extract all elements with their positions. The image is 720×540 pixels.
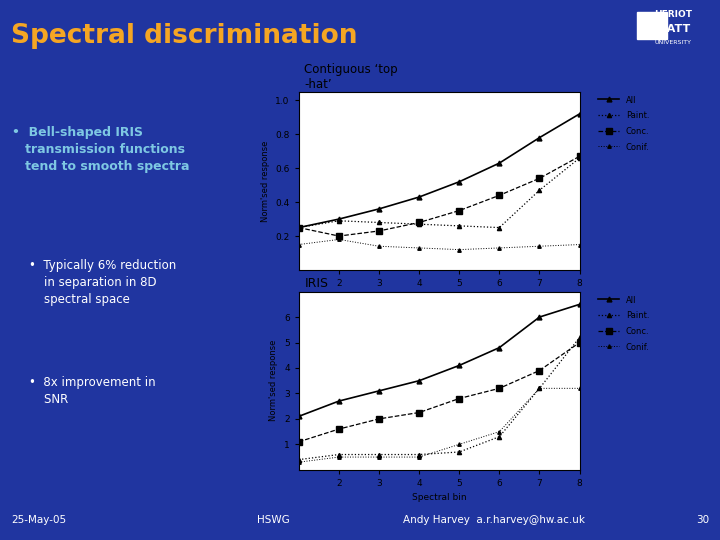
Paint. xyxy=(415,451,423,458)
Conc. xyxy=(335,233,343,239)
All xyxy=(495,345,504,351)
Text: •  Bell-shaped IRIS
   transmission functions
   tend to smooth spectra: • Bell-shaped IRIS transmission function… xyxy=(12,126,189,173)
All xyxy=(455,362,464,369)
Text: UNIVERSITY: UNIVERSITY xyxy=(655,40,692,45)
Conc. xyxy=(455,207,464,214)
Conc. xyxy=(335,426,343,433)
All xyxy=(415,377,423,384)
Conc. xyxy=(535,175,544,181)
Line: Conc.: Conc. xyxy=(296,153,582,239)
All xyxy=(455,179,464,185)
Paint. xyxy=(575,334,584,341)
Paint. xyxy=(495,224,504,231)
Line: Conc.: Conc. xyxy=(296,340,582,444)
Paint. xyxy=(294,224,303,231)
Conc. xyxy=(495,385,504,392)
Paint. xyxy=(535,385,544,392)
Conc. xyxy=(415,409,423,416)
All xyxy=(294,224,303,231)
Conc. xyxy=(294,224,303,231)
Line: All: All xyxy=(297,302,582,419)
X-axis label: Spectral bin: Spectral bin xyxy=(412,494,467,502)
Paint. xyxy=(294,456,303,463)
Y-axis label: Norm'sed response: Norm'sed response xyxy=(261,140,270,221)
Line: Conif.: Conif. xyxy=(297,238,581,252)
Text: Andy Harvey  a.r.harvey@hw.ac.uk: Andy Harvey a.r.harvey@hw.ac.uk xyxy=(403,515,585,525)
Conc. xyxy=(575,153,584,159)
Text: Spectral discrimination: Spectral discrimination xyxy=(12,23,358,49)
Line: Conif.: Conif. xyxy=(297,387,581,464)
Conc. xyxy=(294,438,303,445)
Conif. xyxy=(415,245,423,251)
Conif. xyxy=(535,385,544,392)
Conc. xyxy=(415,219,423,226)
Conif. xyxy=(294,459,303,465)
Paint. xyxy=(575,155,584,161)
Conif. xyxy=(455,441,464,448)
Conif. xyxy=(335,454,343,460)
Line: All: All xyxy=(297,111,582,230)
Conif. xyxy=(495,428,504,435)
All xyxy=(575,111,584,117)
Paint. xyxy=(374,451,383,458)
Y-axis label: Norm'sed response: Norm'sed response xyxy=(269,340,279,421)
Paint. xyxy=(335,218,343,224)
Text: HERIOT: HERIOT xyxy=(654,10,693,19)
Conc. xyxy=(374,416,383,422)
Conif. xyxy=(374,243,383,249)
All xyxy=(374,388,383,394)
Conif. xyxy=(335,236,343,242)
All xyxy=(415,194,423,200)
Paint. xyxy=(455,449,464,455)
Conc. xyxy=(455,395,464,402)
All xyxy=(335,216,343,222)
Text: •  Typically 6% reduction
    in separation in 8D
    spectral space: • Typically 6% reduction in separation i… xyxy=(29,259,176,306)
Text: HSWG: HSWG xyxy=(257,515,290,525)
Conif. xyxy=(374,454,383,460)
Text: •  8x improvement in
    SNR: • 8x improvement in SNR xyxy=(29,376,156,406)
Conif. xyxy=(575,385,584,392)
Legend: All, Paint., Conc., Conif.: All, Paint., Conc., Conif. xyxy=(595,92,653,155)
Paint. xyxy=(455,222,464,229)
X-axis label: Spectral bin: Spectral bin xyxy=(412,294,467,302)
Conif. xyxy=(455,246,464,253)
Line: Paint.: Paint. xyxy=(297,156,582,230)
Conif. xyxy=(535,243,544,249)
Text: 25-May-05: 25-May-05 xyxy=(11,515,66,525)
Paint. xyxy=(374,219,383,226)
Conc. xyxy=(374,228,383,234)
All xyxy=(495,160,504,166)
Conif. xyxy=(294,241,303,248)
Conc. xyxy=(575,339,584,346)
Legend: All, Paint., Conc., Conif.: All, Paint., Conc., Conif. xyxy=(595,292,653,355)
All xyxy=(535,134,544,141)
Bar xyxy=(637,12,667,39)
Paint. xyxy=(335,451,343,458)
Text: IRIS: IRIS xyxy=(305,278,328,291)
All xyxy=(335,398,343,404)
Conif. xyxy=(575,241,584,248)
Paint. xyxy=(415,221,423,227)
Text: 30: 30 xyxy=(696,515,709,525)
Paint. xyxy=(535,187,544,193)
All xyxy=(535,314,544,320)
Line: Paint.: Paint. xyxy=(297,335,582,462)
Conif. xyxy=(495,245,504,251)
Conif. xyxy=(415,454,423,460)
All xyxy=(374,206,383,212)
Conc. xyxy=(535,367,544,374)
All xyxy=(575,301,584,308)
Conc. xyxy=(495,192,504,199)
Text: WATT: WATT xyxy=(656,24,691,33)
Text: Contiguous ‘top
-hat’: Contiguous ‘top -hat’ xyxy=(305,63,398,91)
All xyxy=(294,413,303,420)
Paint. xyxy=(495,434,504,440)
